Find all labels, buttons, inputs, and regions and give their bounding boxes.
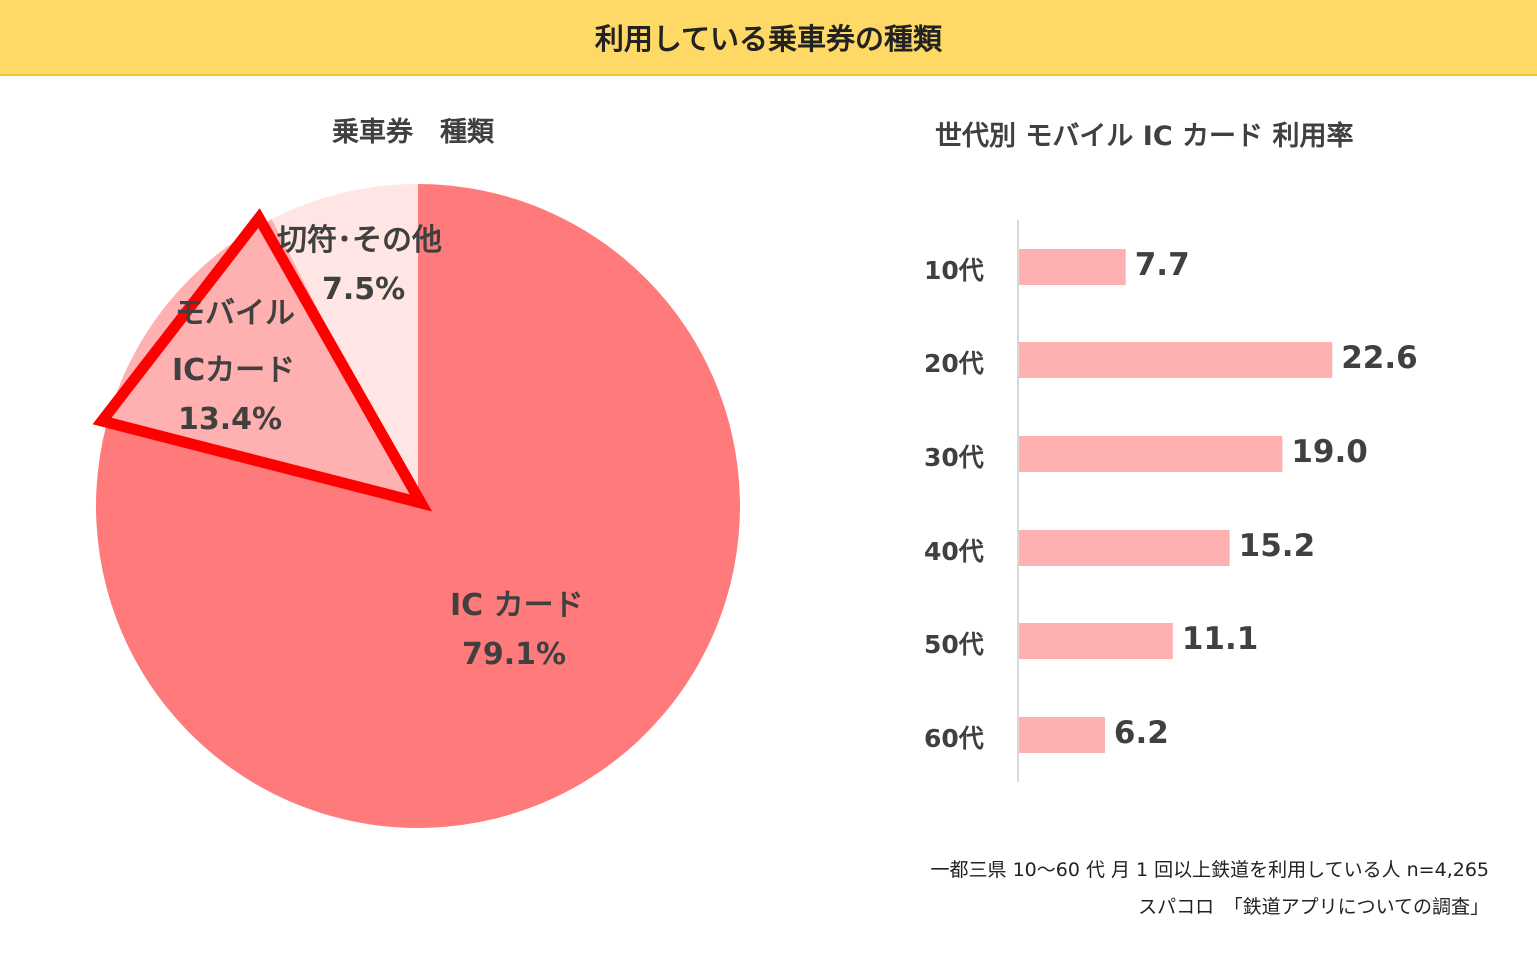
bar-category-label: 20代 [924, 349, 984, 378]
bar-category-label: 60代 [924, 724, 984, 753]
bar-4 [1019, 623, 1173, 659]
page-title: 利用している乗車券の種類 [0, 0, 1537, 76]
bar-value-label: 22.6 [1341, 340, 1418, 376]
pie-label-ticket: 切符･その他 [277, 223, 442, 258]
source-note: スパコロ 「鉄道アプリについての調査」 [1138, 896, 1489, 918]
bar-category-label: 40代 [924, 537, 984, 566]
bar-3 [1019, 530, 1230, 566]
pie-slice-1 [106, 219, 418, 507]
bar-1 [1019, 342, 1333, 378]
survey-note: 一都三県 10～60 代 月 1 回以上鉄道を利用している人 n=4,265 [930, 859, 1489, 881]
bar-value-label: 19.0 [1291, 434, 1368, 470]
pie-value-mobile: 13.4% [178, 402, 283, 437]
bar-category-label: 30代 [924, 443, 984, 472]
pie-label-mobile-1: モバイル [175, 296, 295, 331]
highlight-outline [92, 208, 433, 512]
bar-category-label: 10代 [924, 256, 984, 285]
bar-5 [1019, 717, 1105, 753]
bar-value-label: 11.1 [1181, 621, 1259, 657]
pie-value-ticket: 7.5% [322, 272, 406, 307]
pie-label-ic: IC カード [450, 588, 584, 623]
pie-label-mobile-2: ICカード [172, 353, 296, 388]
bar-0 [1019, 249, 1126, 285]
bar-2 [1019, 436, 1283, 472]
bar-value-label: 7.7 [1134, 247, 1190, 283]
bar-category-label: 50代 [924, 630, 984, 659]
pie-value-ic: 79.1% [462, 637, 567, 672]
bar-value-label: 15.2 [1238, 528, 1316, 564]
bar-title: 世代別 モバイル IC カード 利用率 [935, 121, 1354, 152]
pie-title: 乗車券 種類 [332, 117, 494, 148]
bar-value-label: 6.2 [1113, 715, 1169, 751]
